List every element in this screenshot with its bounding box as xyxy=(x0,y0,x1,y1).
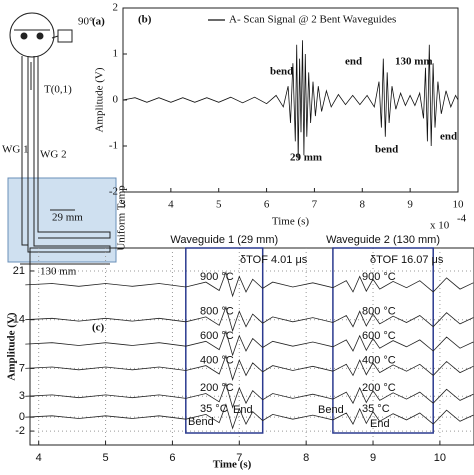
zone-label: Uniform Temp xyxy=(116,185,128,251)
connector xyxy=(57,29,73,43)
x-axis-label: Time (s) xyxy=(272,216,310,228)
annotation: End xyxy=(370,418,390,430)
x-tick-label: 6 xyxy=(264,199,270,211)
series-label: 400 °C xyxy=(362,354,396,366)
region-label: Waveguide 2 (130 mm) xyxy=(326,234,440,246)
y-tick-label: 2 xyxy=(113,2,119,14)
y-axis-label: Amplitude (V) xyxy=(6,312,18,380)
region-label: Waveguide 1 (29 mm) xyxy=(170,234,278,246)
annotation: δTOF 16.07 μs xyxy=(370,254,444,266)
panel-label: (c) xyxy=(92,322,105,334)
mode-label: T(0,1) xyxy=(44,84,72,96)
x-tick-label: 7 xyxy=(236,452,242,464)
transducer-dot xyxy=(36,32,44,40)
annotation: End xyxy=(233,404,253,416)
y-tick-label: 3 xyxy=(19,390,25,402)
x-tick-label: 9 xyxy=(370,452,376,464)
annotation: end xyxy=(440,131,457,143)
x-tick-label: 10 xyxy=(434,452,446,464)
x-tick-label: 8 xyxy=(360,199,366,211)
x-tick-label: 4 xyxy=(168,199,174,211)
angle-label: 90° xyxy=(78,16,93,28)
diagram xyxy=(7,12,117,265)
waveguide-2-bend xyxy=(27,56,111,253)
annotation: Bend xyxy=(188,416,214,428)
y-tick-label: 0 xyxy=(19,411,25,423)
annotation: 29 mm xyxy=(290,152,322,164)
x-tick-label: 3 xyxy=(120,199,126,211)
x-tick-label: 5 xyxy=(102,452,108,464)
series-label: 400 °C xyxy=(200,354,234,366)
y-axis-label: Amplitude (V) xyxy=(94,67,106,132)
series-label: 800 °C xyxy=(362,306,396,318)
wg2-label: WG 2 xyxy=(40,149,67,161)
annotation: 130 mm xyxy=(395,56,433,68)
short-length-label: 29 mm xyxy=(52,212,83,224)
y-tick-label: 1 xyxy=(113,48,119,60)
x-exponent-base: x 10 xyxy=(430,220,450,232)
waveguide-2 xyxy=(37,56,111,239)
series-label: 200 °C xyxy=(362,382,396,394)
y-tick-label: 14 xyxy=(13,314,25,326)
y-tick-label: -2 xyxy=(109,186,118,198)
signal-line xyxy=(25,382,474,409)
y-tick-label: 0 xyxy=(113,94,119,106)
transducer-dot xyxy=(20,32,28,40)
x-tick-label: 6 xyxy=(169,452,175,464)
y-tick-label: -2 xyxy=(15,425,25,437)
series-label: 200 °C xyxy=(200,382,234,394)
signal-line xyxy=(25,354,474,381)
x-tick-label: 10 xyxy=(453,199,465,211)
signal-line xyxy=(25,403,474,430)
panel-label: (a) xyxy=(92,16,105,28)
x-exponent: -4 xyxy=(457,213,467,225)
series-label: 600 °C xyxy=(200,330,234,342)
signal-line xyxy=(25,271,474,298)
annotation: bend xyxy=(375,144,398,156)
annotation: δTOF 4.01 μs xyxy=(240,254,308,266)
series-label: 35 °C xyxy=(200,403,228,415)
legend-label: A- Scan Signal @ 2 Bent Waveguides xyxy=(229,14,396,26)
y-tick-label: 21 xyxy=(13,265,25,277)
cable xyxy=(51,35,59,39)
annotation: Bend xyxy=(318,404,344,416)
series-label: 800 °C xyxy=(200,306,234,318)
x-axis-label: Time (s) xyxy=(213,459,252,471)
x-tick-label: 5 xyxy=(216,199,222,211)
annotation: end xyxy=(345,56,362,68)
series-label: 35 °C xyxy=(362,403,390,415)
x-tick-label: 8 xyxy=(303,452,309,464)
y-tick-label: -1 xyxy=(109,140,118,152)
region-box xyxy=(185,247,264,434)
x-tick-label: 9 xyxy=(407,199,413,211)
signal-line xyxy=(25,305,474,333)
long-length-label: 130 mm xyxy=(40,266,77,278)
series-label: 900 °C xyxy=(200,271,234,283)
signal-line xyxy=(122,40,459,160)
y-tick-label: 7 xyxy=(19,362,25,374)
series-label: 900 °C xyxy=(362,271,396,283)
panel-label: (b) xyxy=(138,14,152,26)
region-box xyxy=(332,247,434,434)
x-tick-label: 4 xyxy=(36,452,42,464)
wg1-label: WG 1 xyxy=(2,144,29,156)
series-label: 600 °C xyxy=(362,330,396,342)
waveguide-1 xyxy=(21,56,29,246)
transducer xyxy=(9,12,55,58)
annotation: bend xyxy=(270,66,293,78)
signal-line xyxy=(25,330,474,357)
x-tick-label: 7 xyxy=(312,199,318,211)
